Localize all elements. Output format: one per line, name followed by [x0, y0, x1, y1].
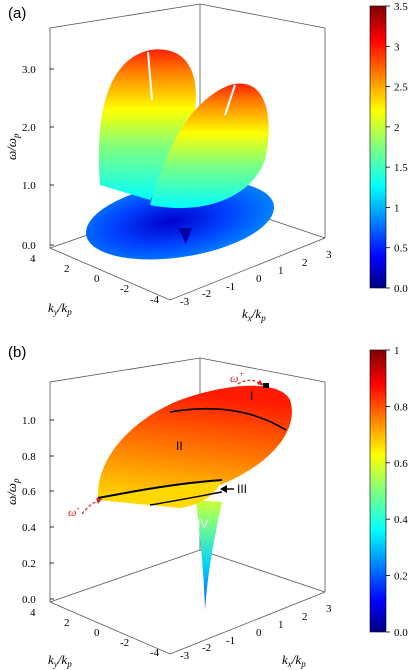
panel-a-colorbar: 3.5 3 2.5 2 1.5 1 0.5 0.0 [369, 1, 408, 295]
ky-tick: 0 [94, 273, 100, 285]
kx-tick: -2 [202, 642, 211, 654]
kx-tick: 2 [302, 257, 308, 269]
kx-tick: -1 [226, 635, 235, 647]
ky-tick: 2 [64, 617, 70, 629]
panel-b-ky-axis: 4 2 0 -2 -4 ky/kp [30, 607, 160, 669]
z-tick: 2.0 [22, 122, 36, 134]
z-axis-label: ω/ωp [4, 133, 21, 160]
kx-tick: -3 [180, 650, 190, 662]
colorbar-tick-label: 1.5 [394, 162, 408, 174]
ky-tick: 4 [30, 607, 36, 619]
kx-tick: 2 [302, 611, 308, 623]
colorbar-gradient [369, 5, 387, 289]
panel-a-kx-axis: -3 -2 -1 0 1 2 3 kx/kp [180, 249, 332, 323]
kx-tick: 0 [256, 273, 262, 285]
panel-a-surface [85, 49, 275, 260]
colorbar-tick-label: 2 [394, 122, 400, 134]
surface-cut-left [147, 51, 153, 101]
panel-b-z-axis: 0.0 0.2 0.4 0.6 0.8 1.0 ω/ωp [4, 415, 54, 606]
colorbar-tick-label: 0.0 [394, 627, 408, 639]
lower-lip [98, 480, 222, 508]
panel-b-surface [97, 383, 292, 610]
z-tick: 1.0 [22, 180, 36, 192]
ky-tick: -4 [150, 294, 160, 306]
colorbar-tick-label: 0.6 [394, 458, 408, 470]
z-tick: 0.4 [22, 522, 36, 534]
kx-tick: 3 [326, 603, 332, 615]
kx-tick: 1 [278, 265, 284, 277]
z-tick: 0.0 [22, 594, 36, 606]
kx-tick: 1 [278, 619, 284, 631]
panel-b-colorbar: 1 0.8 0.6 0.4 0.2 0.0 [369, 345, 408, 639]
z-tick: 0.8 [22, 451, 36, 463]
colorbar-tick-label: 1 [394, 345, 400, 357]
surface-cut-right [224, 84, 236, 116]
colorbar-ticks: 1 0.8 0.6 0.4 0.2 0.0 [386, 345, 408, 639]
ky-tick: 0 [94, 627, 100, 639]
max-marker [263, 383, 269, 388]
region-label-III: III [237, 482, 247, 496]
kx-tick: -1 [226, 281, 235, 293]
panel-b: (b) I II III IV [4, 344, 408, 669]
colorbar-tick-label: 0.8 [394, 401, 408, 413]
ky-tick: 2 [64, 263, 70, 275]
upper-surface [97, 385, 292, 502]
z-tick: 0.2 [22, 558, 36, 570]
region-label-IV: IV [197, 517, 208, 531]
colorbar-tick-label: 0.2 [394, 571, 408, 583]
z-tick: 3.0 [22, 64, 36, 76]
colorbar-tick-label: 2.5 [394, 82, 408, 94]
kx-tick: -3 [180, 296, 190, 308]
omega-minus-annotation: ω- [68, 498, 102, 519]
panel-a: (a) 0.0 1.0 2.0 3.0 ω/ [4, 1, 408, 323]
kx-axis-label: kx/kp [242, 306, 266, 323]
colorbar-tick-label: 3 [394, 41, 400, 53]
panel-a-z-axis: 0.0 1.0 2.0 3.0 ω/ωp [4, 64, 54, 252]
lower-band-tip [178, 228, 192, 244]
contour-III-upper [97, 479, 223, 499]
ky-tick: 4 [30, 253, 36, 265]
z-tick: 0.0 [22, 240, 36, 252]
upper-band-right-lobe [150, 83, 269, 208]
panel-b-label: (b) [8, 344, 26, 361]
colorbar-gradient [369, 349, 387, 633]
kx-axis-label: kx/kp [282, 652, 306, 669]
ky-axis-label: ky/kp [48, 652, 72, 669]
panel-a-label: (a) [8, 5, 26, 22]
ky-tick: -4 [150, 647, 160, 659]
ky-tick: -2 [120, 637, 129, 649]
contour-I [169, 407, 287, 431]
ky-tick: -2 [120, 283, 129, 295]
colorbar-tick-label: 0.4 [394, 514, 408, 526]
panel-a-ky-axis: 4 2 0 -2 -4 ky/kp [30, 253, 160, 317]
ky-axis-label: ky/kp [48, 300, 72, 317]
omega-plus-label: ω+ [230, 369, 245, 385]
contour-III-lower [149, 491, 223, 506]
z-tick: 1.0 [22, 415, 36, 427]
kx-tick: -2 [202, 288, 211, 300]
panel-b-kx-axis: -3 -2 -1 0 1 2 3 kx/kp [180, 603, 332, 669]
colorbar-tick-label: 3.5 [394, 1, 408, 13]
z-tick: 0.6 [22, 486, 36, 498]
omega-minus-label: ω- [68, 503, 79, 519]
funnel [196, 500, 222, 610]
colorbar-tick-label: 0.0 [394, 283, 408, 295]
colorbar-ticks: 3.5 3 2.5 2 1.5 1 0.5 0.0 [386, 1, 408, 295]
region-label-I: I [250, 389, 253, 403]
region-label-II: II [176, 439, 183, 453]
arrow-III [220, 485, 234, 493]
colorbar-tick-label: 0.5 [394, 243, 408, 255]
lower-band-disk [85, 180, 275, 260]
omega-plus-annotation: ω+ [230, 369, 264, 386]
kx-tick: 3 [326, 249, 332, 261]
kx-tick: 0 [256, 627, 262, 639]
colorbar-tick-label: 1 [394, 202, 400, 214]
z-axis-label: ω/ωp [4, 478, 21, 505]
